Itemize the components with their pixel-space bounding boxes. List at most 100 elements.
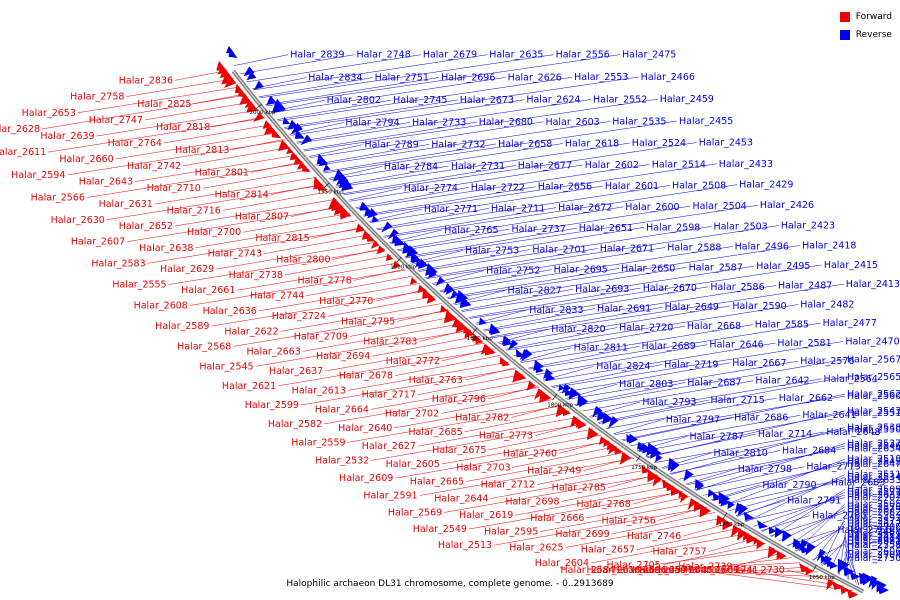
- connector-line: [417, 249, 531, 271]
- gene-label: Halar_2595: [484, 527, 538, 538]
- gene-label: Halar_2527: [847, 487, 900, 498]
- connector-line: [306, 275, 413, 296]
- gene-label: Halar_2704: [847, 550, 900, 561]
- gene-label: Halar_2711: [491, 203, 545, 214]
- gene-arrow: [246, 71, 257, 81]
- connector-line: [426, 225, 779, 279]
- gene-label: Halar_2607: [71, 237, 125, 248]
- legend-label-forward: Forward: [855, 12, 892, 22]
- connector-line: [324, 387, 540, 425]
- connector-line: [397, 309, 449, 322]
- connector-line: [154, 177, 317, 205]
- connector-line: [336, 142, 630, 188]
- gene-label: Halar_2459: [660, 94, 714, 105]
- gene-label: Halar_2622: [224, 326, 278, 337]
- gene-arrow: [435, 276, 446, 286]
- gene-arrow: [290, 122, 303, 135]
- gene-arrow: [443, 309, 458, 324]
- gene-arrow: [450, 290, 459, 300]
- gene-label: Halar_2766: [837, 525, 891, 536]
- gene-label: Halar_2585: [755, 320, 809, 331]
- gene-label: Halar_2535: [612, 116, 666, 127]
- connector-line: [678, 448, 846, 480]
- gene-label: Halar_2770: [319, 296, 373, 307]
- gene-label: Halar_2661: [181, 285, 235, 296]
- gene-label: Halar_2700: [187, 227, 241, 238]
- gene-arrow: [253, 111, 265, 123]
- gene-label: Halar_2656: [538, 182, 592, 193]
- gene-arrow: [699, 504, 712, 518]
- gene-arrow: [490, 324, 501, 336]
- gene-label: Halar_2743: [208, 249, 262, 260]
- connector-line: [383, 207, 557, 237]
- connector-line: [590, 532, 750, 564]
- gene-arrow: [526, 380, 536, 391]
- connector-line: [323, 120, 678, 174]
- connector-line: [300, 368, 517, 406]
- gene-label: Halar_2590: [732, 301, 786, 312]
- connector-line: [255, 330, 472, 367]
- gene-arrow: [877, 584, 889, 595]
- connector-line: [419, 329, 471, 342]
- gene-label: Halar_2619: [459, 510, 513, 521]
- gene-arrow: [366, 232, 376, 242]
- connector-line: [728, 479, 846, 512]
- gene-label: Halar_2669: [685, 565, 739, 576]
- connector-line: [521, 324, 753, 363]
- gene-label: Halar_2751: [375, 73, 429, 84]
- gene-label: Halar_2684: [782, 446, 836, 457]
- gene-label: Halar_2713: [806, 462, 860, 473]
- connector-line: [694, 466, 805, 491]
- gene-label: Halar_2632: [847, 490, 900, 501]
- gene-label: Halar_2650: [621, 263, 675, 274]
- tick-label: 1700 kbp: [719, 522, 745, 528]
- gene-arrow: [394, 235, 406, 247]
- gene-arrow: [619, 451, 632, 465]
- gene-label: Halar_2774: [404, 183, 458, 194]
- connector-line: [586, 496, 691, 519]
- gene-label: Halar_2496: [735, 241, 789, 252]
- gene-label: Halar_2780: [812, 510, 866, 521]
- connector-line: [243, 212, 350, 233]
- gene-label: Halar_2608: [134, 301, 188, 312]
- gene-arrow: [370, 240, 380, 249]
- connector-line: [278, 349, 494, 387]
- gene-label: Halar_2810: [714, 448, 768, 459]
- gene-label: Halar_2683: [831, 477, 885, 488]
- gene-label: Halar_2798: [738, 464, 792, 475]
- gene-label: Halar_2814: [215, 190, 269, 201]
- gene-label: Halar_2784: [384, 161, 438, 172]
- tick-mark: [256, 103, 263, 109]
- gene-label: Halar_2564: [824, 374, 878, 385]
- gene-label: Halar_2667: [732, 358, 786, 369]
- gene-label: Halar_2717: [362, 390, 416, 401]
- connector-line: [315, 144, 430, 165]
- gene-label: Halar_2685: [408, 427, 462, 438]
- gene-label: Halar_2760: [503, 448, 557, 459]
- gene-label: Halar_2668: [687, 321, 741, 332]
- connector-line: [96, 109, 260, 137]
- gene-label: Halar_2785: [552, 483, 606, 494]
- gene-arrow: [376, 245, 386, 255]
- connector-line: [745, 474, 846, 523]
- gene-label: Halar_2504: [693, 201, 747, 212]
- gene-arrow: [652, 474, 663, 487]
- gene-label: Halar_2611: [0, 147, 46, 158]
- gene-label: Halar_2797: [666, 414, 720, 425]
- gene-label: Halar_2433: [719, 159, 773, 170]
- connector-line: [253, 54, 488, 91]
- gene-label: Halar_2624: [526, 95, 580, 106]
- gene-label: Halar_2550: [847, 425, 900, 436]
- gene-label: Halar_2709: [294, 331, 348, 342]
- gene-label: Halar_2712: [481, 480, 535, 491]
- connector-line: [484, 285, 777, 332]
- tick-mark: [396, 256, 402, 263]
- gene-label: Halar_2418: [802, 240, 856, 251]
- connector-line: [574, 382, 686, 406]
- gene-label: Halar_2673: [460, 95, 514, 106]
- connector-line: [77, 86, 241, 114]
- gene-label: Halar_2475: [622, 50, 676, 61]
- gene-arrow: [753, 537, 760, 545]
- gene-label: Halar_2546: [847, 441, 900, 452]
